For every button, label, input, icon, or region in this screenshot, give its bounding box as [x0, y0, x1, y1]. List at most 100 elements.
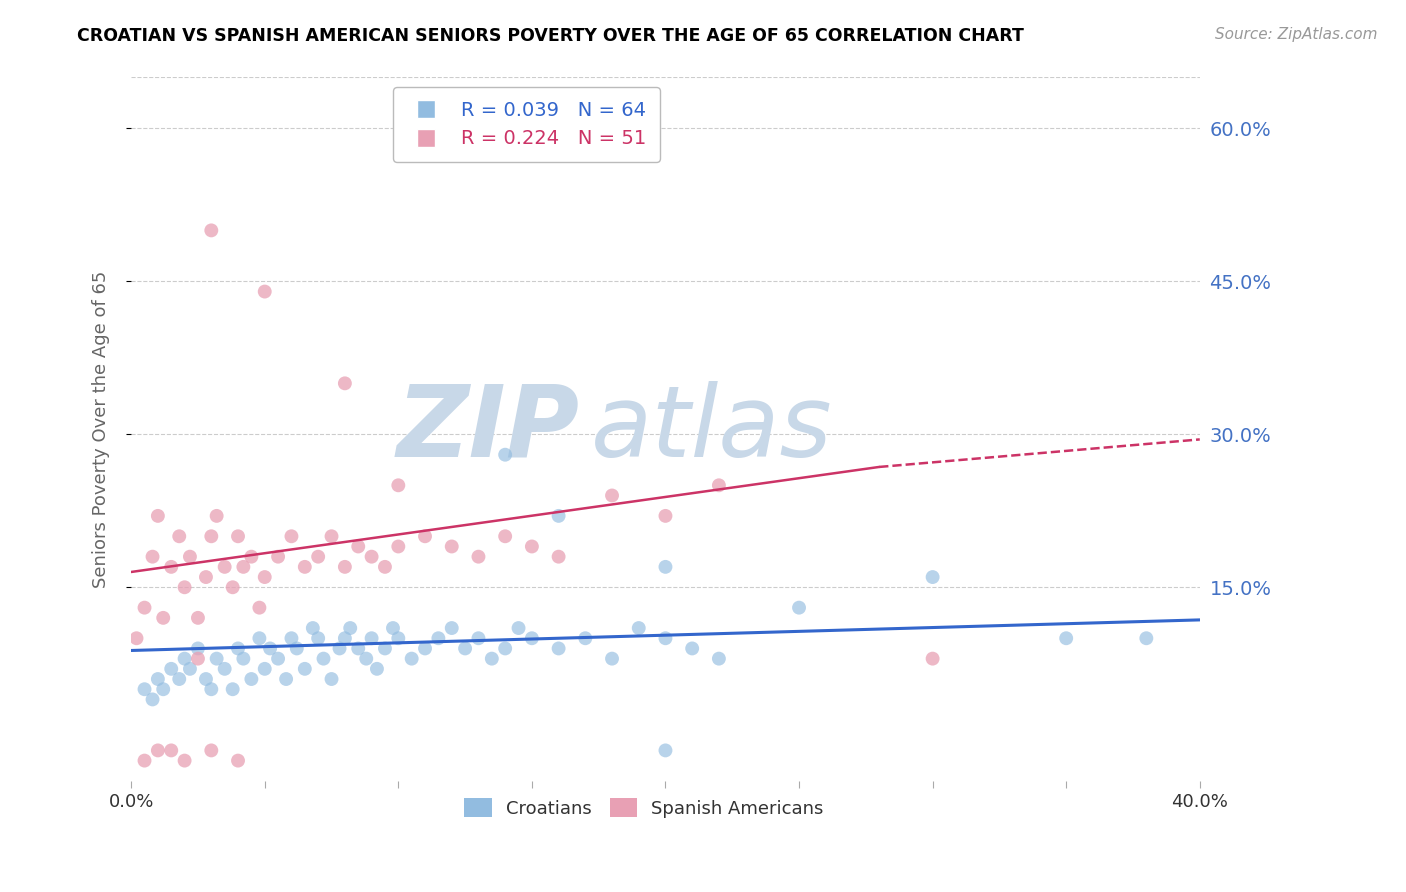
Point: [226, 529, 249, 543]
Point: [654, 560, 676, 574]
Point: [494, 448, 516, 462]
Legend: Croatians, Spanish Americans: Croatians, Spanish Americans: [457, 791, 831, 825]
Point: [307, 549, 329, 564]
Point: [240, 549, 263, 564]
Point: [253, 570, 276, 584]
Point: [232, 560, 254, 574]
Point: [654, 743, 676, 757]
Point: [574, 632, 596, 646]
Point: [267, 651, 290, 665]
Point: [354, 651, 377, 665]
Point: [226, 754, 249, 768]
Point: [294, 560, 316, 574]
Point: [360, 632, 382, 646]
Point: [707, 651, 730, 665]
Point: [146, 508, 169, 523]
Point: [173, 754, 195, 768]
Point: [307, 632, 329, 646]
Point: [627, 621, 650, 635]
Point: [200, 529, 222, 543]
Point: [600, 488, 623, 502]
Point: [280, 632, 302, 646]
Point: [467, 549, 489, 564]
Point: [167, 672, 190, 686]
Point: [481, 651, 503, 665]
Point: [520, 540, 543, 554]
Point: [328, 641, 350, 656]
Point: [214, 560, 236, 574]
Point: [440, 540, 463, 554]
Point: [494, 641, 516, 656]
Point: [520, 632, 543, 646]
Point: [160, 743, 183, 757]
Point: [312, 651, 335, 665]
Point: [125, 632, 148, 646]
Point: [921, 570, 943, 584]
Point: [179, 549, 201, 564]
Point: [280, 529, 302, 543]
Point: [366, 662, 388, 676]
Point: [152, 611, 174, 625]
Point: [247, 632, 270, 646]
Point: [221, 580, 243, 594]
Point: [146, 672, 169, 686]
Point: [200, 743, 222, 757]
Point: [274, 672, 297, 686]
Point: [200, 223, 222, 237]
Point: [285, 641, 308, 656]
Point: [387, 540, 409, 554]
Point: [494, 529, 516, 543]
Point: [374, 641, 396, 656]
Point: [333, 632, 356, 646]
Point: [134, 600, 156, 615]
Point: [387, 632, 409, 646]
Point: [160, 560, 183, 574]
Point: [333, 376, 356, 391]
Point: [187, 641, 209, 656]
Point: [253, 285, 276, 299]
Point: [221, 682, 243, 697]
Point: [413, 641, 436, 656]
Point: [600, 651, 623, 665]
Y-axis label: Seniors Poverty Over the Age of 65: Seniors Poverty Over the Age of 65: [93, 270, 110, 588]
Point: [401, 651, 423, 665]
Point: [387, 478, 409, 492]
Point: [146, 743, 169, 757]
Point: [173, 651, 195, 665]
Point: [194, 672, 217, 686]
Point: [547, 549, 569, 564]
Point: [921, 651, 943, 665]
Point: [205, 508, 228, 523]
Point: [152, 682, 174, 697]
Point: [413, 529, 436, 543]
Point: [654, 632, 676, 646]
Point: [173, 580, 195, 594]
Point: [200, 682, 222, 697]
Point: [247, 600, 270, 615]
Point: [321, 672, 343, 686]
Point: [654, 508, 676, 523]
Point: [232, 651, 254, 665]
Point: [787, 600, 810, 615]
Point: [205, 651, 228, 665]
Point: [160, 662, 183, 676]
Point: [1135, 632, 1157, 646]
Point: [339, 621, 361, 635]
Point: [179, 662, 201, 676]
Text: ZIP: ZIP: [396, 381, 581, 478]
Point: [508, 621, 530, 635]
Point: [301, 621, 323, 635]
Point: [267, 549, 290, 564]
Point: [374, 560, 396, 574]
Point: [134, 682, 156, 697]
Point: [427, 632, 450, 646]
Point: [347, 641, 370, 656]
Point: [187, 611, 209, 625]
Point: [194, 570, 217, 584]
Point: [226, 641, 249, 656]
Point: [253, 662, 276, 676]
Point: [294, 662, 316, 676]
Point: [1054, 632, 1077, 646]
Point: [467, 632, 489, 646]
Point: [454, 641, 477, 656]
